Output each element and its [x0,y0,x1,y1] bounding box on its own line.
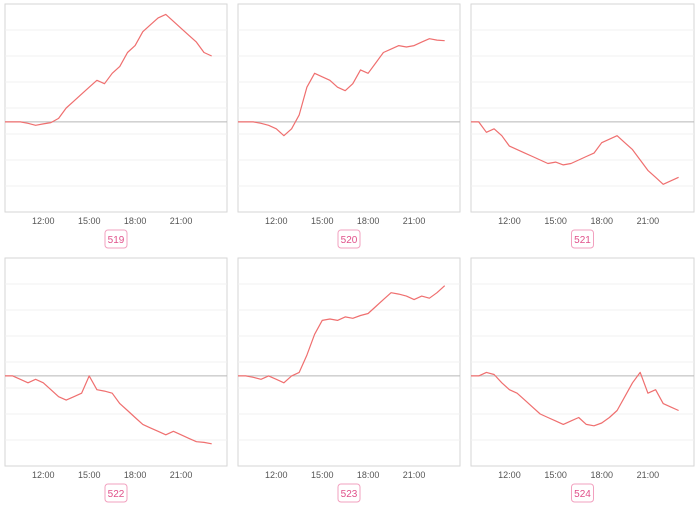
chart-panel-521: 12:00 15:00 18:00 21:00 521 [470,3,695,249]
series-line [238,38,445,137]
x-tick-label: 12:00 [265,216,288,226]
chart-panel-524: 12:00 15:00 18:00 21:00 524 [470,257,695,503]
x-tick-label: 18:00 [357,216,380,226]
panel-id-label: 523 [341,489,358,500]
x-tick-label: 15:00 [311,216,334,226]
x-tick-label: 12:00 [32,470,55,480]
panel-id-badge[interactable] [104,229,128,249]
x-tick-label: 18:00 [124,470,147,480]
x-tick-label: 18:00 [357,470,380,480]
x-tick-label: 15:00 [78,216,101,226]
series-line [471,371,679,427]
x-tick-label: 15:00 [78,470,101,480]
panel-id-label: 520 [341,235,358,246]
x-tick-label: 21:00 [403,470,426,480]
panel-id-label: 519 [108,235,125,246]
panel-id-label: 524 [574,489,591,500]
chart-panel-522: 12:00 15:00 18:00 21:00 522 [4,257,228,503]
x-tick-label: 21:00 [637,470,660,480]
x-tick-label: 15:00 [544,216,567,226]
x-tick-label: 21:00 [170,470,193,480]
chart-panel-523: 12:00 15:00 18:00 21:00 523 [237,257,461,503]
series-line [5,375,212,445]
x-tick-label: 15:00 [544,470,567,480]
x-tick-label: 18:00 [590,470,613,480]
series-line [238,285,446,384]
x-tick-label: 12:00 [498,470,521,480]
chart-panel-519: 12:00 15:00 18:00 21:00 519 [4,3,228,249]
chart-panel-520: 12:00 15:00 18:00 21:00 520 [237,3,461,249]
x-tick-label: 18:00 [124,216,147,226]
series-line [471,121,679,185]
x-tick-label: 12:00 [265,470,288,480]
x-tick-label: 21:00 [170,216,193,226]
panel-id-label: 521 [574,235,591,246]
panel-id-badge[interactable] [337,483,361,503]
x-tick-label: 18:00 [590,216,613,226]
x-tick-label: 15:00 [311,470,334,480]
panel-id-label: 522 [108,489,125,500]
panel-id-badge[interactable] [104,483,128,503]
panel-id-badge[interactable] [571,483,594,503]
x-tick-label: 12:00 [32,216,55,226]
panel-id-badge[interactable] [571,229,594,249]
x-tick-label: 21:00 [637,216,660,226]
panel-id-badge[interactable] [337,229,361,249]
x-tick-label: 12:00 [498,216,521,226]
series-line [5,13,212,126]
x-tick-label: 21:00 [403,216,426,226]
